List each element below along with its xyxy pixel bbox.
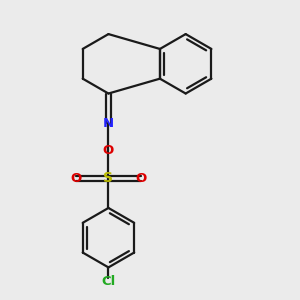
Text: S: S — [103, 171, 113, 185]
Text: O: O — [103, 143, 114, 157]
Text: N: N — [103, 117, 114, 130]
Text: O: O — [70, 172, 81, 185]
Text: Cl: Cl — [101, 275, 116, 288]
Text: O: O — [136, 172, 147, 185]
